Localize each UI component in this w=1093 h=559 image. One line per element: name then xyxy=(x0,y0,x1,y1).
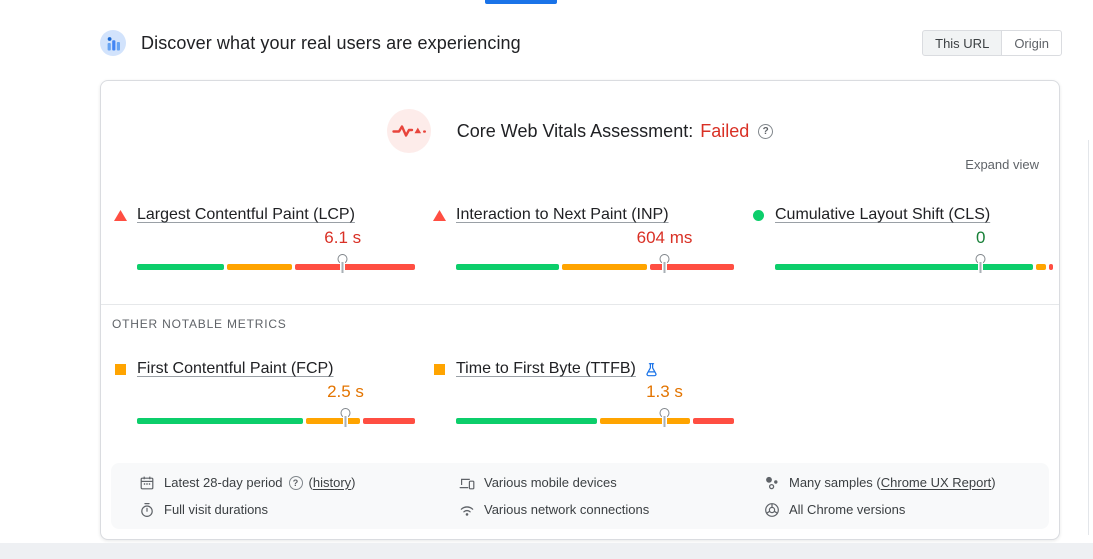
p75-marker xyxy=(338,254,347,273)
network-text: Various network connections xyxy=(484,502,650,517)
core-web-vitals-card: Core Web Vitals Assessment: Failed ? Exp… xyxy=(100,80,1060,540)
metric-cls: Cumulative Layout Shift (CLS) 0 xyxy=(753,205,1053,275)
good-segment xyxy=(775,264,1034,270)
source-column-samples: Many samples (Chrome UX Report) All Chro… xyxy=(764,463,996,517)
poor-segment xyxy=(363,418,415,424)
inp-link[interactable]: Interaction to Next Paint (INP) xyxy=(456,206,669,223)
scope-toggle: This URL Origin xyxy=(922,30,1062,56)
sample-size: Many samples (Chrome UX Report) xyxy=(764,475,996,490)
cwv-assessment: Core Web Vitals Assessment: Failed ? xyxy=(101,109,1059,153)
p75-marker xyxy=(341,408,350,427)
collection-period: Latest 28-day period ? (history) xyxy=(139,475,356,490)
cls-value: 0 xyxy=(975,228,986,247)
this-url-button[interactable]: This URL xyxy=(922,30,1003,56)
ttfb-distribution-bar xyxy=(456,418,734,424)
page-title: Discover what your real users are experi… xyxy=(141,32,521,53)
good-segment xyxy=(456,264,560,270)
needs-improvement-segment xyxy=(562,264,647,270)
ttfb-link[interactable]: Time to First Byte (TTFB) xyxy=(456,360,636,377)
vertical-rule xyxy=(1088,140,1089,535)
poor-segment xyxy=(649,264,735,270)
crux-report-link[interactable]: Chrome UX Report xyxy=(880,475,992,490)
versions-text: All Chrome versions xyxy=(789,502,906,517)
chrome-icon xyxy=(765,502,779,517)
fcp-distribution-bar xyxy=(137,418,415,424)
lcp-value: 6.1 s xyxy=(324,228,362,247)
devices-text: Various mobile devices xyxy=(484,475,617,490)
needs-improvement-segment xyxy=(305,418,361,424)
real-users-icon xyxy=(100,30,126,56)
experimental-flask-icon[interactable] xyxy=(644,362,659,377)
durations-text: Full visit durations xyxy=(164,502,269,517)
needs-improvement-segment xyxy=(227,264,293,270)
visit-durations: Full visit durations xyxy=(139,502,356,517)
p75-marker xyxy=(660,408,669,427)
good-segment xyxy=(137,418,303,424)
expand-view-link[interactable]: Expand view xyxy=(965,157,1039,172)
poor-segment xyxy=(295,264,415,270)
metric-ttfb: Time to First Byte (TTFB) 1.3 s xyxy=(434,359,734,429)
cls-link[interactable]: Cumulative Layout Shift (CLS) xyxy=(775,206,991,223)
history-link[interactable]: history xyxy=(312,475,352,490)
fcp-value: 2.5 s xyxy=(327,382,364,401)
samples-icon xyxy=(766,476,778,489)
lcp-distribution-bar xyxy=(137,264,415,270)
p75-marker xyxy=(660,254,669,273)
cls-distribution-bar xyxy=(775,264,1053,270)
good-segment xyxy=(137,264,225,270)
device-types: Various mobile devices xyxy=(459,475,649,490)
calendar-icon xyxy=(140,476,154,489)
period-text: Latest 28-day period xyxy=(164,475,283,490)
cwv-failed-icon xyxy=(386,109,431,153)
network-wifi-icon xyxy=(460,505,474,516)
source-column-environment: Various mobile devices Various network c… xyxy=(459,463,649,517)
devices-icon xyxy=(459,478,475,489)
data-source-panel: Latest 28-day period ? (history) Full vi… xyxy=(111,463,1049,529)
assessment-help-icon[interactable]: ? xyxy=(758,123,774,139)
origin-button[interactable]: Origin xyxy=(1001,30,1062,56)
period-help-icon[interactable]: ? xyxy=(288,475,303,490)
chrome-versions: All Chrome versions xyxy=(764,502,996,517)
needs-improvement-segment xyxy=(600,418,691,424)
p75-marker xyxy=(976,254,985,273)
ttfb-ni-square-icon xyxy=(433,363,446,375)
good-segment xyxy=(456,418,598,424)
source-column-period: Latest 28-day period ? (history) Full vi… xyxy=(139,463,356,517)
lcp-link[interactable]: Largest Contentful Paint (LCP) xyxy=(137,206,355,223)
metric-lcp: Largest Contentful Paint (LCP) 6.1 s xyxy=(114,205,415,275)
inp-poor-triangle-icon xyxy=(433,209,446,221)
needs-improvement-segment xyxy=(1036,264,1046,270)
field-data-header: Discover what your real users are experi… xyxy=(100,28,1062,58)
cls-good-circle-icon xyxy=(752,209,765,221)
history-link-wrap: (history) xyxy=(308,475,356,490)
lcp-poor-triangle-icon xyxy=(114,209,127,221)
metric-fcp: First Contentful Paint (FCP) 2.5 s xyxy=(115,359,415,429)
section-divider xyxy=(101,304,1059,305)
assessment-status: Failed xyxy=(700,120,750,141)
fcp-ni-square-icon xyxy=(114,363,127,375)
fcp-link[interactable]: First Contentful Paint (FCP) xyxy=(137,360,334,377)
active-tab-indicator xyxy=(485,0,557,4)
inp-distribution-bar xyxy=(456,264,735,270)
poor-segment xyxy=(693,418,734,424)
samples-text: Many samples (Chrome UX Report) xyxy=(789,475,996,490)
inp-value: 604 ms xyxy=(636,228,693,247)
metric-inp: Interaction to Next Paint (INP) 604 ms xyxy=(433,205,735,275)
ttfb-value: 1.3 s xyxy=(646,382,683,401)
next-section-background xyxy=(0,543,1093,559)
network-connections: Various network connections xyxy=(459,502,649,517)
other-metrics-heading: OTHER NOTABLE METRICS xyxy=(112,317,287,331)
stopwatch-icon xyxy=(141,502,153,517)
assessment-label: Core Web Vitals Assessment: xyxy=(456,120,694,141)
poor-segment xyxy=(1048,264,1053,270)
